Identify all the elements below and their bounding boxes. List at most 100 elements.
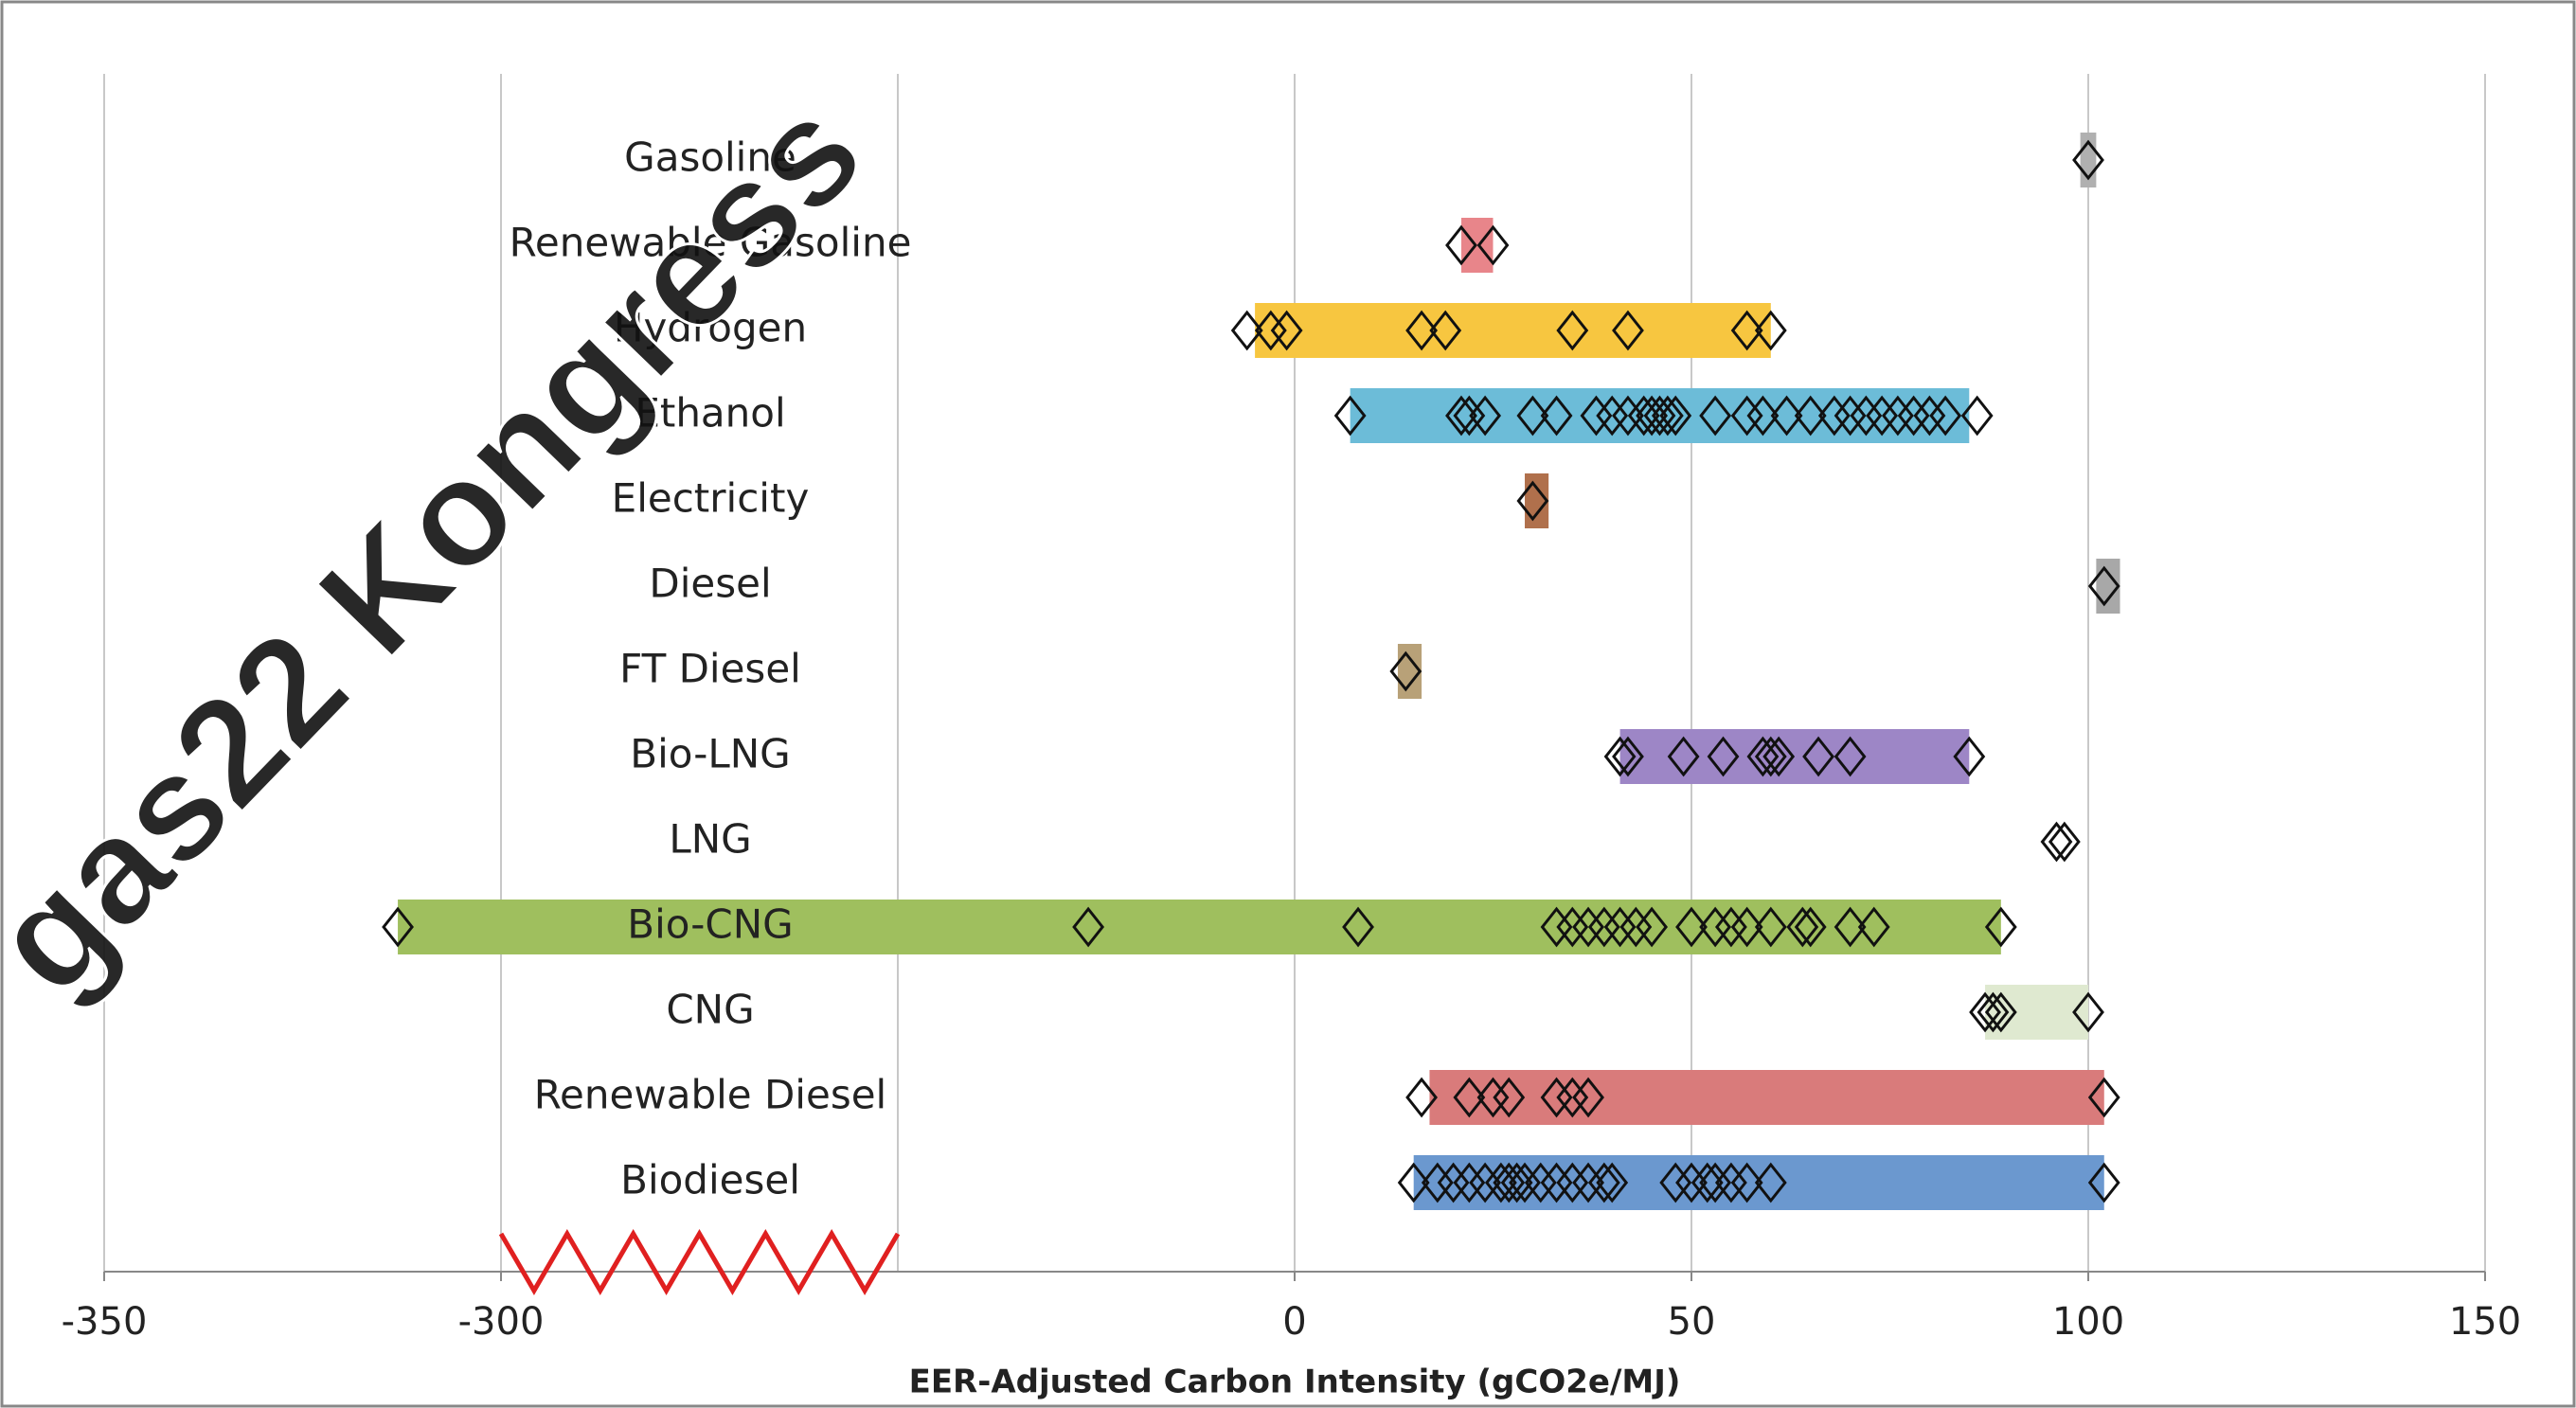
data-point	[1770, 395, 1803, 437]
x-tick-label: 50	[1668, 1300, 1716, 1344]
data-point	[1453, 1162, 1486, 1203]
data-point	[1659, 1162, 1692, 1203]
data-point	[1746, 736, 1780, 777]
data-point	[1524, 1162, 1557, 1203]
data-point	[1794, 395, 1827, 437]
data-point	[1969, 991, 2001, 1033]
data-point	[1897, 395, 1930, 437]
range-bar	[1429, 1070, 2104, 1125]
data-point	[1730, 395, 1763, 437]
data-point	[2072, 139, 2104, 181]
data-point	[1556, 1077, 1589, 1118]
data-point	[1612, 736, 1644, 777]
range-bar	[1397, 644, 1422, 699]
data-point	[1746, 395, 1780, 437]
data-point	[1603, 906, 1637, 948]
range-bar	[1255, 303, 1771, 358]
x-axis-label: EER-Adjusted Carbon Intensity (gCO2e/MJ)	[909, 1363, 1681, 1401]
data-point	[1913, 395, 1946, 437]
category-label: Bio-CNG	[627, 901, 793, 948]
data-point	[1476, 1077, 1510, 1118]
category-label: Ethanol	[635, 390, 785, 437]
data-point	[1834, 395, 1867, 437]
data-point	[1754, 906, 1787, 948]
data-point	[1834, 906, 1867, 948]
data-point	[1540, 906, 1573, 948]
category-label: Diesel	[649, 561, 771, 607]
range-bar	[1525, 473, 1549, 528]
x-tick-label: -350	[62, 1300, 148, 1344]
data-point	[2048, 821, 2081, 863]
data-point	[1405, 310, 1438, 351]
data-point	[1516, 480, 1549, 522]
data-point	[1817, 395, 1851, 437]
data-point	[1786, 906, 1819, 948]
category-label: FT Diesel	[619, 646, 801, 692]
data-point	[2072, 991, 2104, 1033]
category-label: Bio-LNG	[630, 731, 790, 777]
data-point	[1342, 906, 1374, 948]
data-point	[1437, 1162, 1470, 1203]
data-point	[1580, 395, 1613, 437]
data-point	[2087, 1162, 2120, 1203]
data-point	[1850, 395, 1883, 437]
data-point	[1659, 395, 1692, 437]
data-point	[1453, 395, 1486, 437]
data-point	[1953, 736, 1986, 777]
data-point	[1977, 991, 2010, 1033]
data-point	[1572, 1162, 1604, 1203]
x-tick-label: 0	[1282, 1300, 1306, 1344]
data-point	[1984, 991, 2017, 1033]
data-point	[1984, 906, 2017, 948]
category-label: Hydrogen	[614, 305, 807, 351]
data-point	[1866, 395, 1899, 437]
data-point	[1469, 395, 1502, 437]
category-label: Biodiesel	[620, 1157, 800, 1203]
data-point	[1699, 395, 1732, 437]
data-point	[1587, 906, 1620, 948]
x-tick-label: -300	[458, 1300, 545, 1344]
data-point	[1762, 736, 1796, 777]
data-point	[1636, 395, 1669, 437]
data-point	[1643, 395, 1676, 437]
data-point	[1651, 395, 1684, 437]
data-point	[1707, 736, 1740, 777]
data-point	[1556, 310, 1589, 351]
data-point	[1270, 310, 1303, 351]
x-tick-label: 100	[2052, 1300, 2124, 1344]
data-point	[1556, 1162, 1589, 1203]
data-point	[1556, 906, 1589, 948]
data-point	[1572, 1077, 1604, 1118]
data-point	[1230, 310, 1263, 351]
data-point	[1540, 1162, 1573, 1203]
data-point	[1333, 395, 1367, 437]
data-point	[1714, 906, 1747, 948]
category-label: Gasoline	[624, 134, 796, 181]
data-point	[1690, 1162, 1724, 1203]
data-point	[1072, 906, 1105, 948]
data-point	[1960, 395, 1994, 437]
data-point	[1730, 310, 1763, 351]
data-point	[1675, 906, 1708, 948]
data-point	[1405, 1077, 1438, 1118]
data-point	[1493, 1077, 1526, 1118]
data-point	[1794, 906, 1827, 948]
data-point	[1596, 395, 1629, 437]
data-point	[1675, 1162, 1708, 1203]
data-point	[1754, 736, 1787, 777]
data-point	[1500, 1162, 1533, 1203]
data-point	[1881, 395, 1914, 437]
data-point	[1667, 736, 1700, 777]
data-point	[1469, 1162, 1502, 1203]
range-bar	[1413, 1155, 2104, 1210]
data-point	[1929, 395, 1962, 437]
data-point	[1509, 1162, 1541, 1203]
data-point	[1754, 1162, 1787, 1203]
data-point	[1516, 395, 1549, 437]
data-point	[1596, 1162, 1629, 1203]
data-point	[1627, 395, 1660, 437]
data-point	[1587, 1162, 1620, 1203]
